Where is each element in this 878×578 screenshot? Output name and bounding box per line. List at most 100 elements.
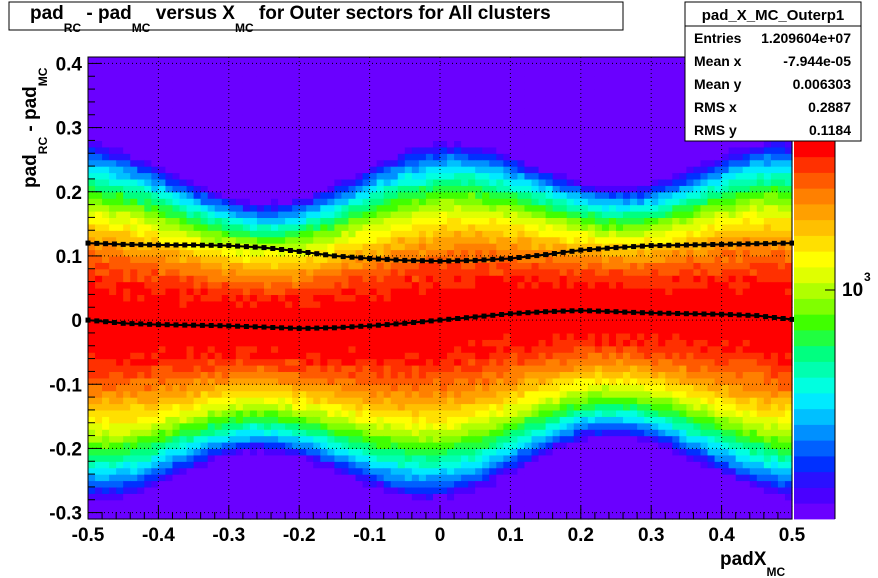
heatmap-cell — [228, 429, 237, 437]
heatmap-cell — [545, 390, 554, 398]
heatmap-cell — [383, 435, 392, 443]
heatmap-cell — [390, 121, 399, 129]
heatmap-cell — [242, 480, 251, 488]
heatmap-cell — [573, 384, 582, 392]
heatmap-cell — [334, 429, 343, 437]
heatmap-cell — [264, 300, 272, 308]
heatmap-cell — [454, 76, 462, 84]
heatmap-cell — [559, 211, 568, 219]
heatmap-cell — [306, 422, 314, 430]
heatmap-cell — [559, 486, 568, 494]
heatmap-cell — [271, 384, 279, 392]
heatmap-cell — [137, 153, 145, 161]
heatmap-cell — [313, 448, 321, 456]
heatmap-cell — [404, 294, 413, 302]
heatmap-cell — [355, 57, 364, 65]
heatmap-cell — [461, 166, 469, 174]
heatmap-cell — [165, 95, 174, 103]
heatmap-cell — [517, 69, 526, 77]
heatmap-cell — [489, 140, 497, 148]
heatmap-cell — [228, 294, 237, 302]
heatmap-cell — [404, 435, 413, 443]
heatmap-cell — [271, 448, 279, 456]
heatmap-cell — [221, 178, 230, 186]
heatmap-cell — [383, 101, 392, 109]
heatmap-cell — [306, 403, 314, 411]
heatmap-cell — [390, 480, 399, 488]
heatmap-cell — [552, 275, 561, 283]
heatmap-cell — [376, 300, 385, 308]
heatmap-cell — [461, 409, 469, 417]
heatmap-cell — [200, 281, 209, 289]
heatmap-cell — [482, 365, 490, 373]
heatmap-cell — [566, 159, 575, 167]
heatmap-cell — [545, 243, 554, 251]
heatmap-cell — [228, 223, 237, 231]
heatmap-cell — [172, 474, 181, 482]
heatmap-cell — [517, 435, 526, 443]
heatmap-cell — [496, 467, 504, 475]
heatmap-cell — [278, 262, 286, 270]
heatmap-cell — [320, 82, 328, 90]
heatmap-cell — [517, 198, 526, 206]
heatmap-cell — [538, 307, 547, 315]
heatmap-cell — [334, 461, 343, 469]
heatmap-cell — [496, 217, 504, 225]
heatmap-cell — [285, 159, 293, 167]
heatmap-cell — [390, 397, 399, 405]
heatmap-cell — [524, 486, 533, 494]
heatmap-cell — [165, 486, 174, 494]
heatmap-cell — [404, 127, 413, 135]
heatmap-cell — [249, 153, 258, 161]
heatmap-cell — [95, 268, 103, 276]
heatmap-cell — [151, 236, 159, 244]
heatmap-cell — [454, 454, 462, 462]
heatmap-cell — [482, 211, 490, 219]
heatmap-cell — [95, 358, 103, 366]
heatmap-cell — [249, 390, 258, 398]
heatmap-cell — [137, 294, 145, 302]
heatmap-cell — [271, 377, 279, 385]
heatmap-cell — [313, 243, 321, 251]
heatmap-cell — [186, 89, 195, 97]
heatmap-cell — [327, 178, 335, 186]
heatmap-cell — [214, 134, 223, 142]
heatmap-cell — [95, 198, 103, 206]
heatmap-cell — [193, 178, 202, 186]
heatmap-cell — [264, 127, 272, 135]
heatmap-cell — [109, 82, 117, 90]
heatmap-cell — [102, 82, 110, 90]
heatmap-cell — [538, 268, 547, 276]
heatmap-cell — [531, 140, 540, 148]
heatmap-cell — [454, 249, 462, 257]
heatmap-cell — [95, 69, 103, 77]
heatmap-cell — [376, 127, 385, 135]
heatmap-cell — [320, 69, 328, 77]
heatmap-cell — [362, 82, 371, 90]
heatmap-cell — [306, 493, 314, 501]
heatmap-cell — [447, 442, 455, 450]
heatmap-cell — [271, 422, 279, 430]
heatmap-cell — [447, 191, 455, 199]
heatmap-cell — [517, 101, 526, 109]
heatmap-cell — [109, 230, 117, 238]
heatmap-cell — [559, 82, 568, 90]
heatmap-cell — [278, 454, 286, 462]
heatmap-cell — [179, 384, 188, 392]
heatmap-cell — [116, 262, 124, 270]
heatmap-cell — [172, 166, 181, 174]
heatmap-cell — [242, 262, 251, 270]
heatmap-cell — [432, 140, 441, 148]
heatmap-cell — [137, 300, 145, 308]
heatmap-cell — [538, 467, 547, 475]
heatmap-cell — [256, 178, 265, 186]
heatmap-cell — [559, 140, 568, 148]
heatmap-cell — [249, 442, 258, 450]
heatmap-cell — [123, 454, 131, 462]
heatmap-cell — [264, 429, 272, 437]
heatmap-cell — [432, 300, 441, 308]
heatmap-cell — [447, 320, 455, 328]
heatmap-cell — [271, 371, 279, 379]
heatmap-cell — [482, 480, 490, 488]
